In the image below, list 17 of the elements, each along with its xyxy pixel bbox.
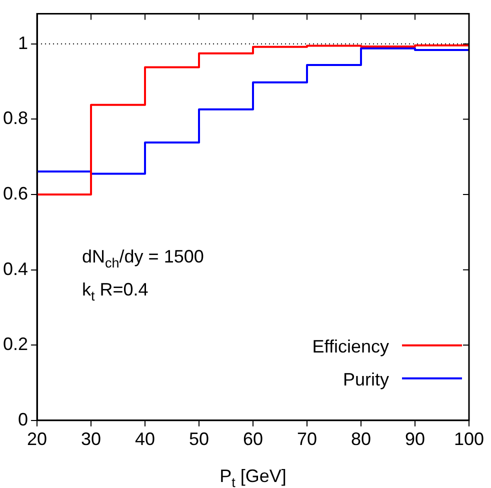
y-tick-label: 0.8 — [2, 108, 28, 128]
x-tick-label: 40 — [135, 429, 156, 450]
x-tick-label: 80 — [350, 429, 372, 450]
legend-label: Purity — [342, 369, 390, 390]
x-tick-label: 30 — [81, 429, 102, 450]
y-tick-label: 1 — [18, 32, 28, 53]
x-tick-label: 100 — [454, 429, 484, 450]
x-tick-label: 50 — [189, 429, 210, 450]
x-tick-label: 60 — [242, 429, 264, 450]
x-tick-label: 20 — [27, 429, 48, 450]
y-tick-label: 0.4 — [2, 258, 28, 279]
legend-label: Efficiency — [312, 336, 389, 356]
y-tick-label: 0.6 — [2, 183, 28, 204]
x-tick-label: 90 — [404, 429, 426, 450]
x-tick-label: 70 — [296, 429, 318, 450]
y-tick-label: 0.2 — [2, 334, 28, 354]
y-tick-label: 0 — [18, 409, 28, 430]
